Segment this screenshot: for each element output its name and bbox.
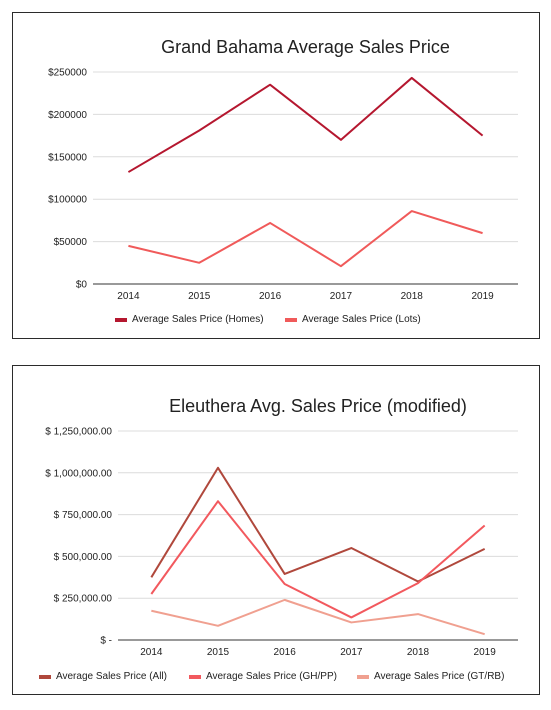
x-tick-label: 2019 <box>471 291 494 302</box>
y-tick-label: $200000 <box>48 110 87 121</box>
eleuthera-chart-panel: Eleuthera Avg. Sales Price (modified) $ -… <box>12 365 540 695</box>
x-tick-label: 2017 <box>330 291 353 302</box>
grand-bahama-line-chart: Grand Bahama Average Sales Price $0 $50000… <box>48 37 518 325</box>
x-tick-label: 2017 <box>340 647 363 658</box>
y-tick-label: $ 500,000.00 <box>54 552 113 563</box>
legend-label-3: Average Sales Price (GT/RB) <box>374 671 504 682</box>
x-tick-label: 2014 <box>117 291 140 302</box>
legend-swatch-2 <box>189 675 201 679</box>
x-tick-label: 2014 <box>140 647 163 658</box>
legend-label-1: Average Sales Price (Homes) <box>132 314 264 325</box>
legend-label-1: Average Sales Price (All) <box>56 671 167 682</box>
y-tick-label: $100000 <box>48 195 87 206</box>
chart-title: Eleuthera Avg. Sales Price (modified) <box>169 396 467 416</box>
x-tick-label: 2018 <box>401 291 424 302</box>
x-tick-label: 2015 <box>188 291 211 302</box>
y-tick-label: $ 1,250,000.00 <box>45 427 112 438</box>
y-tick-label: $ - <box>100 636 112 647</box>
series-line-1 <box>127 76 484 173</box>
series-line-1 <box>150 466 486 583</box>
legend-swatch-2 <box>285 318 297 322</box>
eleuthera-line-chart: Eleuthera Avg. Sales Price (modified) $ -… <box>39 396 518 682</box>
legend-swatch-1 <box>115 318 127 322</box>
legend-label-2: Average Sales Price (GH/PP) <box>206 671 337 682</box>
series-line-2 <box>128 210 483 268</box>
legend-swatch-1 <box>39 675 51 679</box>
y-tick-label: $0 <box>76 280 88 291</box>
legend-swatch-3 <box>357 675 369 679</box>
x-tick-label: 2016 <box>259 291 282 302</box>
x-tick-label: 2018 <box>407 647 430 658</box>
grand-bahama-chart-panel: Grand Bahama Average Sales Price $0 $50000… <box>12 12 540 339</box>
chart-title: Grand Bahama Average Sales Price <box>161 37 450 57</box>
x-tick-label: 2016 <box>274 647 297 658</box>
series-line-2 <box>150 500 486 619</box>
y-tick-label: $ 750,000.00 <box>54 510 113 521</box>
y-tick-label: $150000 <box>48 152 87 163</box>
y-tick-label: $250000 <box>48 68 87 79</box>
y-tick-label: $ 1,000,000.00 <box>45 468 112 479</box>
series-line-3 <box>151 598 485 636</box>
legend-label-2: Average Sales Price (Lots) <box>302 314 421 325</box>
x-tick-label: 2015 <box>207 647 230 658</box>
x-tick-label: 2019 <box>474 647 497 658</box>
y-tick-label: $50000 <box>54 237 88 248</box>
y-tick-label: $ 250,000.00 <box>54 594 113 605</box>
